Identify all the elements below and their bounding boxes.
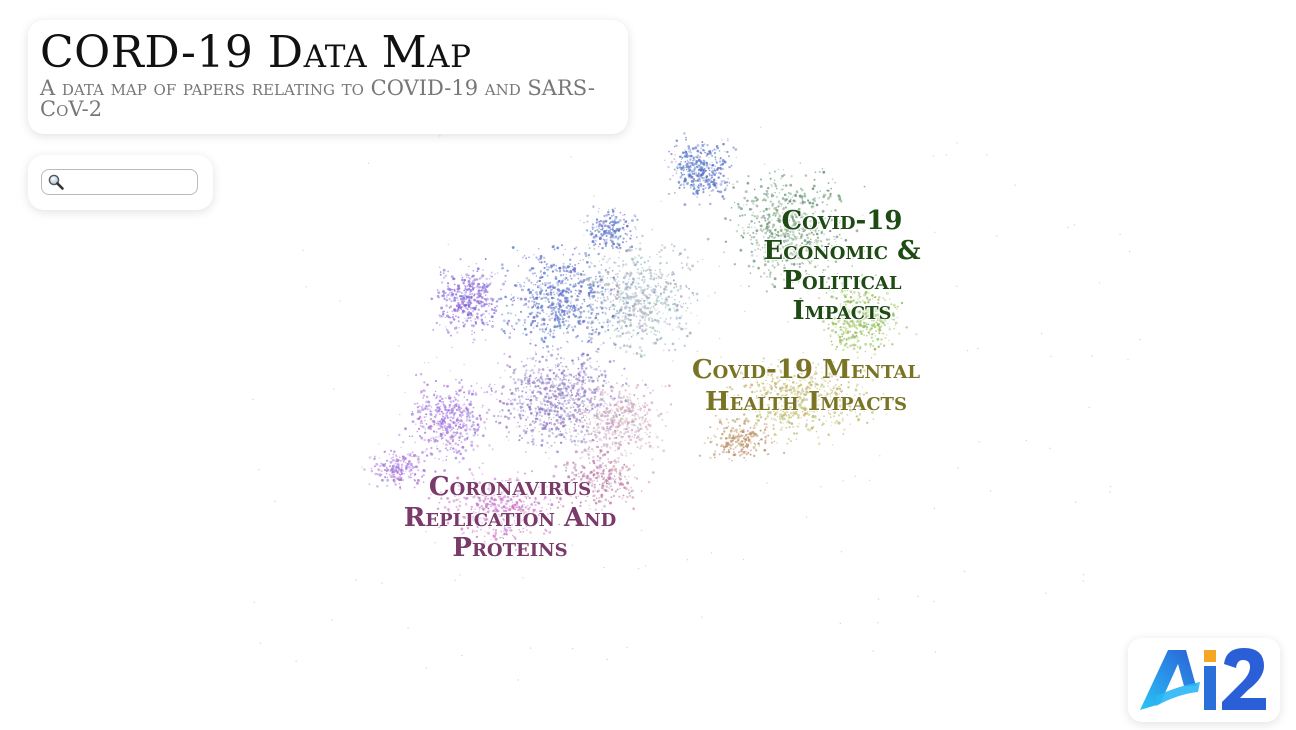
search-panel [28, 155, 213, 210]
ai2-logo-badge[interactable]: AI2 [1128, 638, 1280, 722]
title-panel: CORD-19 Data Map A data map of papers re… [28, 20, 628, 134]
logo-text: AI2 [1138, 646, 1140, 647]
cluster-label-coronavirus-replication[interactable]: Coronavirus Replication And Proteins [403, 472, 617, 563]
page-title: CORD-19 Data Map [40, 27, 472, 78]
search-box[interactable] [41, 169, 198, 195]
cluster-label-mental-health[interactable]: Covid-19 Mental Health Impacts [691, 355, 921, 417]
page-subtitle: A data map of papers relating to COVID-1… [40, 76, 596, 121]
cluster-label-economic-political[interactable]: Covid-19 Economic & Political Impacts [763, 206, 921, 326]
magnifier-icon [48, 174, 64, 190]
ai2-logo: AI2 [1138, 646, 1266, 710]
search-input[interactable] [68, 172, 196, 193]
